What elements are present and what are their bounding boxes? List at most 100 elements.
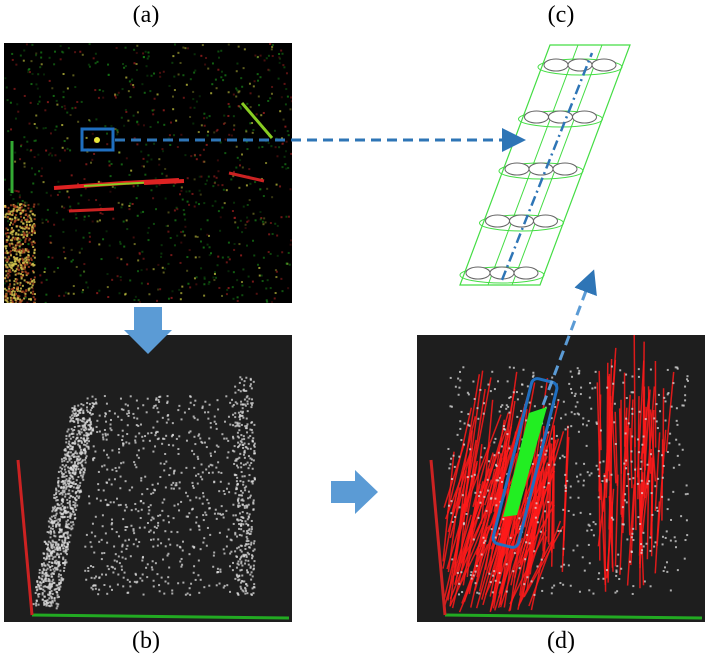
cloud-point — [199, 475, 202, 478]
cloud-point — [629, 560, 632, 563]
speckle — [40, 281, 43, 284]
cloud-point — [64, 537, 67, 540]
speckle — [35, 52, 38, 55]
cloud-point — [50, 553, 53, 556]
speckle — [37, 203, 40, 206]
speckle — [136, 44, 139, 47]
cloud-point — [89, 565, 92, 568]
cloud-point — [72, 432, 75, 435]
cloud-point — [47, 549, 50, 552]
speckle — [156, 299, 159, 302]
cloud-point — [495, 479, 498, 482]
speckle — [157, 288, 160, 291]
cloud-point — [493, 441, 496, 444]
cloud-point — [65, 437, 68, 440]
cloud-point — [245, 427, 248, 430]
cloud-point — [666, 450, 669, 453]
cloud-point — [67, 483, 70, 486]
cloud-point — [522, 368, 525, 371]
speckle — [146, 160, 149, 163]
speckle — [285, 167, 288, 170]
speckle — [83, 178, 86, 181]
speckle — [29, 238, 32, 241]
cloud-point — [582, 479, 585, 482]
speckle — [61, 50, 64, 53]
cloud-point — [136, 545, 139, 548]
cloud-point — [84, 426, 87, 429]
cloud-point — [136, 417, 139, 420]
speckle — [22, 266, 25, 269]
cloud-point — [634, 468, 637, 471]
cloud-point — [578, 369, 581, 372]
speckle — [13, 87, 16, 90]
red-line — [598, 370, 602, 451]
cloud-point — [69, 513, 72, 516]
speckle — [140, 211, 143, 214]
cloud-point — [594, 523, 597, 526]
speckle — [119, 240, 122, 243]
speckle — [10, 264, 13, 267]
cloud-point — [38, 586, 41, 589]
cloud-point — [234, 474, 237, 477]
speckle — [30, 220, 33, 223]
speckle — [217, 210, 220, 213]
speckle — [4, 299, 7, 302]
speckle — [200, 175, 203, 178]
cloud-point — [101, 552, 104, 555]
speckle — [30, 286, 33, 289]
speckle — [175, 206, 178, 209]
cloud-point — [215, 466, 218, 469]
cloud-point — [253, 540, 256, 543]
speckle — [62, 246, 65, 249]
cloud-point — [50, 585, 53, 588]
cloud-point — [171, 589, 174, 592]
cloud-point — [132, 529, 135, 532]
cloud-point — [668, 442, 671, 445]
cloud-point — [64, 561, 67, 564]
cloud-point — [73, 413, 76, 416]
speckle — [62, 230, 65, 233]
cloud-point — [576, 412, 579, 415]
cloud-point — [576, 544, 579, 547]
speckle — [17, 236, 20, 239]
speckle — [31, 228, 34, 231]
speckle — [14, 297, 17, 300]
speckle — [13, 270, 16, 273]
speckle — [42, 127, 45, 130]
speckle — [21, 257, 24, 260]
cloud-point — [174, 484, 177, 487]
speckle — [74, 213, 77, 216]
speckle — [259, 76, 262, 79]
cloud-point — [73, 405, 76, 408]
cloud-point — [76, 414, 79, 417]
speckle — [63, 149, 66, 152]
speckle — [21, 248, 24, 251]
cloud-point — [240, 462, 243, 465]
cloud-point — [86, 434, 89, 437]
cloud-point — [74, 471, 77, 474]
cloud-point — [577, 496, 580, 499]
cloud-point — [251, 440, 254, 443]
cloud-point — [83, 429, 86, 432]
speckle — [7, 130, 10, 133]
speckle — [203, 283, 206, 286]
cloud-point — [150, 538, 153, 541]
cloud-point — [56, 552, 59, 555]
red-line — [478, 476, 503, 548]
speckle — [16, 297, 19, 300]
speckle — [27, 262, 30, 265]
speckle — [165, 175, 168, 178]
cloud-point — [592, 534, 595, 537]
cloud-point — [480, 553, 483, 556]
cloud-point — [83, 467, 86, 470]
speckle — [15, 302, 18, 303]
cloud-point — [63, 541, 66, 544]
speckle — [10, 242, 13, 245]
speckle — [202, 246, 205, 249]
cloud-point — [224, 420, 227, 423]
speckle — [19, 145, 22, 148]
speckle — [257, 79, 260, 82]
cloud-point — [49, 586, 52, 589]
cloud-point — [630, 450, 633, 453]
disc — [485, 214, 510, 228]
